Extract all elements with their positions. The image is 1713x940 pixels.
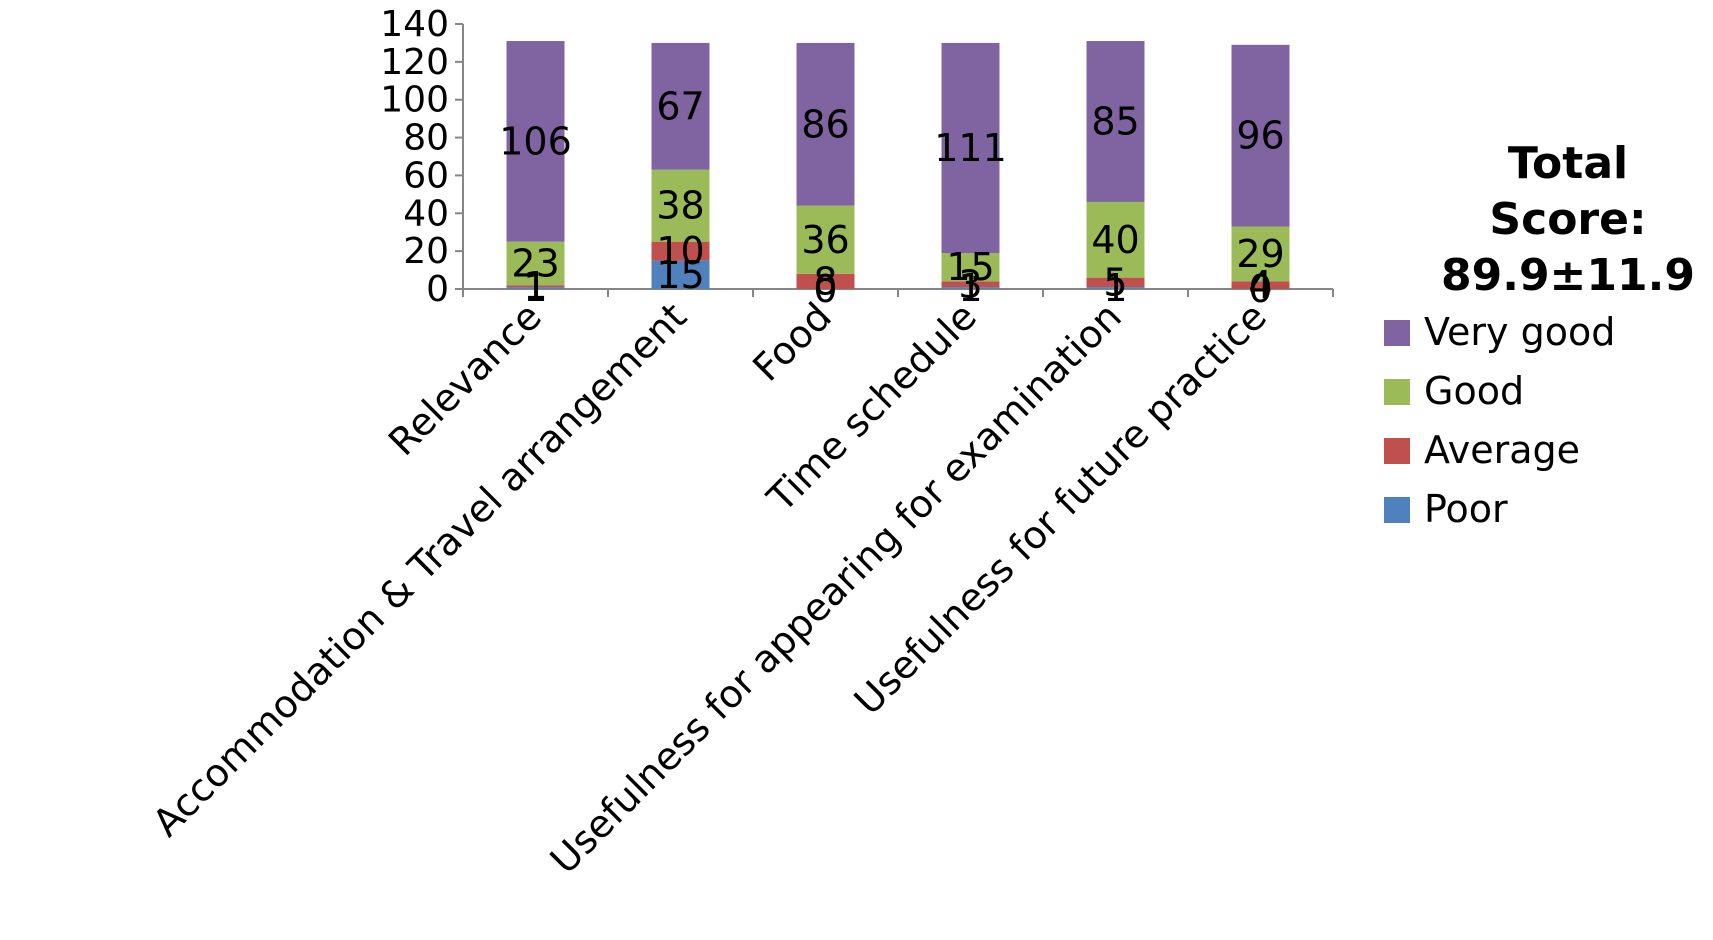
y-tick-label: 0	[426, 269, 449, 310]
bar-segment-poor	[941, 287, 1000, 289]
data-label: 67	[656, 84, 704, 128]
bar-segment-very-good	[941, 42, 1000, 254]
category-label: Accommodation & Travel arrangement	[144, 294, 695, 845]
bars	[506, 41, 1290, 289]
bar-segment-average	[1086, 277, 1145, 288]
y-tick-label: 140	[380, 4, 449, 45]
y-tick-label: 20	[403, 231, 449, 272]
data-label: 111	[934, 126, 1007, 170]
data-label: 86	[801, 102, 849, 146]
data-label: 29	[1236, 232, 1284, 276]
legend-swatch	[1384, 320, 1410, 346]
data-label: 1	[523, 264, 547, 308]
bar-segment-average	[941, 281, 1000, 288]
y-tick-label: 60	[403, 155, 449, 196]
bar-segment-poor	[651, 260, 710, 289]
bar-segment-good	[506, 241, 565, 286]
bar-segment-good	[1231, 226, 1290, 282]
bar-segment-very-good	[651, 42, 710, 170]
bar-segment-very-good	[1231, 44, 1290, 227]
legend-swatch	[1384, 438, 1410, 464]
bar-segment-very-good	[796, 42, 855, 206]
bar-segment-average	[1231, 281, 1290, 289]
data-label: 85	[1091, 99, 1139, 143]
data-label: 38	[656, 184, 704, 228]
data-label: 15	[946, 245, 994, 289]
bar-segment-very-good	[1086, 41, 1145, 202]
bar-segment-good	[651, 169, 710, 242]
data-label: 15	[656, 253, 704, 297]
data-label: 36	[801, 218, 849, 262]
bar-segment-poor	[1086, 287, 1145, 289]
legend-label: Poor	[1424, 487, 1508, 531]
y-tick-label: 80	[403, 118, 449, 159]
data-label: 0	[813, 267, 837, 311]
legend-swatch	[1384, 379, 1410, 405]
data-label: 96	[1236, 114, 1284, 158]
y-tick-label: 120	[380, 42, 449, 83]
bar-segment-average	[506, 285, 565, 288]
bar-segment-average	[651, 241, 710, 261]
legend-title: Score:	[1489, 194, 1646, 245]
data-label: 4	[1248, 263, 1272, 307]
legend-title: 89.9±11.9	[1441, 250, 1695, 301]
legend-title: Total	[1508, 138, 1628, 189]
bar-segment-good	[1086, 201, 1145, 278]
y-tick-label: 100	[380, 80, 449, 121]
data-label: 1	[523, 266, 547, 310]
data-label: 5	[1103, 260, 1127, 304]
bar-segment-good	[796, 205, 855, 274]
bar-segment-good	[941, 253, 1000, 282]
legend-label: Good	[1424, 369, 1524, 413]
data-label: 40	[1091, 218, 1139, 262]
data-label: 0	[1248, 267, 1272, 311]
data-label: 3	[958, 262, 982, 306]
data-label: 106	[499, 119, 572, 163]
y-tick-label: 40	[403, 193, 449, 234]
data-label: 10	[656, 229, 704, 273]
bar-segment-very-good	[506, 41, 565, 242]
data-label: 1	[958, 266, 982, 310]
bar-segment-poor	[506, 287, 565, 289]
legend-label: Very good	[1424, 310, 1615, 354]
legend-swatch	[1384, 497, 1410, 523]
bar-segment-average	[796, 273, 855, 289]
data-label: 8	[813, 259, 837, 303]
data-label: 23	[511, 241, 559, 285]
data-label: 1	[1103, 266, 1127, 310]
legend-label: Average	[1424, 428, 1580, 472]
